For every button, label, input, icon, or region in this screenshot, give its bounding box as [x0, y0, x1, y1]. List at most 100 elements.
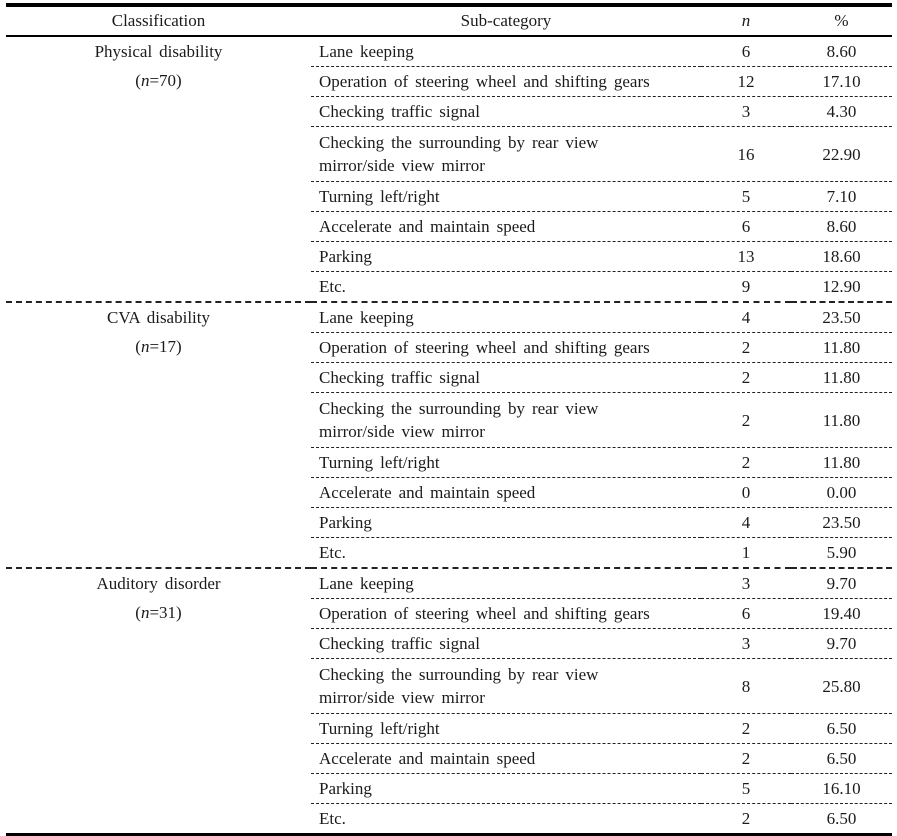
n-value-cell: 12 — [701, 66, 791, 97]
n-value-cell: 13 — [701, 241, 791, 272]
sub-category-cell: Etc. — [311, 537, 701, 568]
n-value-cell: 8 — [701, 658, 791, 714]
sub-category-cell: Operation of steering wheel and shifting… — [311, 598, 701, 629]
table-row: Parking 4 23.50 — [6, 507, 892, 538]
percent-value-cell: 19.40 — [791, 598, 892, 629]
n-symbol: n — [140, 603, 150, 622]
n-symbol: n — [140, 337, 150, 356]
classification-name: Auditory disorder — [96, 574, 221, 593]
classification-group: CVA disability (n=17) Lane keeping 4 23.50 Op… — [6, 301, 892, 568]
table-row: Checking traffic signal 2 11.80 — [6, 362, 892, 393]
n-value-cell: 2 — [701, 392, 791, 448]
n-value-cell: 2 — [701, 803, 791, 835]
n-value-cell: 1 — [701, 537, 791, 568]
table-row: Accelerate and maintain speed 0 0.00 — [6, 477, 892, 508]
percent-value-cell: 22.90 — [791, 126, 892, 182]
col-header-n: n — [701, 5, 791, 37]
header-row: Classification Sub-category n % — [6, 5, 892, 37]
percent-value-cell: 11.80 — [791, 392, 892, 448]
percent-value-cell: 11.80 — [791, 332, 892, 363]
n-value-cell: 3 — [701, 96, 791, 127]
table-row: Etc. 1 5.90 — [6, 537, 892, 568]
table-row: Turning left/right 2 11.80 — [6, 447, 892, 478]
sub-category-cell: Accelerate and maintain speed — [311, 477, 701, 508]
percent-value-cell: 23.50 — [791, 301, 892, 333]
n-value-cell: 0 — [701, 477, 791, 508]
n-value-cell: 3 — [701, 567, 791, 599]
sub-category-cell: Checking the surrounding by rear view mi… — [311, 126, 701, 182]
sub-category-cell: Etc. — [311, 271, 701, 302]
percent-value-cell: 12.90 — [791, 271, 892, 302]
table-row: Operation of steering wheel and shifting… — [6, 66, 892, 97]
sub-category-cell: Checking the surrounding by rear view mi… — [311, 392, 701, 448]
sub-category-cell: Turning left/right — [311, 713, 701, 744]
table-row: Checking the surrounding by rear view mi… — [6, 658, 892, 714]
table-row: Turning left/right 5 7.10 — [6, 181, 892, 212]
n-value-cell: 9 — [701, 271, 791, 302]
n-value-cell: 4 — [701, 507, 791, 538]
n-value-cell: 2 — [701, 447, 791, 478]
percent-value-cell: 6.50 — [791, 713, 892, 744]
col-header-percent: % — [791, 5, 892, 37]
sub-category-cell: Lane keeping — [311, 301, 701, 333]
n-value-cell: 5 — [701, 773, 791, 804]
percent-value-cell: 17.10 — [791, 66, 892, 97]
percent-value-cell: 8.60 — [791, 35, 892, 67]
sub-category-cell: Turning left/right — [311, 181, 701, 212]
percent-value-cell: 6.50 — [791, 803, 892, 835]
percent-value-cell: 18.60 — [791, 241, 892, 272]
table-header: Classification Sub-category n % — [6, 5, 892, 37]
sub-category-cell: Checking traffic signal — [311, 362, 701, 393]
sub-category-cell: Operation of steering wheel and shifting… — [311, 66, 701, 97]
sub-category-cell: Accelerate and maintain speed — [311, 743, 701, 774]
col-header-sub-category: Sub-category — [311, 5, 701, 37]
col-header-classification: Classification — [6, 5, 311, 37]
n-value-cell: 6 — [701, 598, 791, 629]
n-value-cell: 6 — [701, 35, 791, 67]
classification-name: CVA disability — [106, 308, 210, 327]
sub-category-cell: Checking traffic signal — [311, 628, 701, 659]
table-row: Checking traffic signal 3 4.30 — [6, 96, 892, 127]
sub-category-cell: Turning left/right — [311, 447, 701, 478]
table-row: Operation of steering wheel and shifting… — [6, 332, 892, 363]
classification-count: (n=17) — [135, 337, 182, 356]
percent-value-cell: 5.90 — [791, 537, 892, 568]
classification-group: Physical disability (n=70) Lane keeping 6 8.… — [6, 35, 892, 302]
table-row: Accelerate and maintain speed 2 6.50 — [6, 743, 892, 774]
sub-category-cell: Checking the surrounding by rear view mi… — [311, 658, 701, 714]
percent-value-cell: 9.70 — [791, 567, 892, 599]
percent-value-cell: 16.10 — [791, 773, 892, 804]
table-row: Accelerate and maintain speed 6 8.60 — [6, 211, 892, 242]
classification-cell: Auditory disorder (n=31) — [6, 567, 311, 835]
table-row: Parking 13 18.60 — [6, 241, 892, 272]
table-row: Etc. 9 12.90 — [6, 271, 892, 302]
table-row: Auditory disorder (n=31) Lane keeping 3 9.70 — [6, 567, 892, 835]
percent-value-cell: 0.00 — [791, 477, 892, 508]
n-value-cell: 16 — [701, 126, 791, 182]
n-value-cell: 3 — [701, 628, 791, 659]
percent-value-cell: 11.80 — [791, 362, 892, 393]
sub-category-cell: Etc. — [311, 803, 701, 835]
sub-category-cell: Parking — [311, 507, 701, 538]
n-value-cell: 6 — [701, 211, 791, 242]
sub-category-cell: Operation of steering wheel and shifting… — [311, 332, 701, 363]
percent-value-cell: 7.10 — [791, 181, 892, 212]
percent-value-cell: 23.50 — [791, 507, 892, 538]
table-row: Physical disability (n=70) Lane keeping 6 8.… — [6, 35, 892, 302]
table-row: Checking the surrounding by rear view mi… — [6, 392, 892, 448]
driving-difficulty-table: Classification Sub-category n % Physical… — [6, 3, 892, 836]
classification-cell: CVA disability (n=17) — [6, 301, 311, 568]
sub-category-cell: Parking — [311, 241, 701, 272]
classification-cell: Physical disability (n=70) — [6, 35, 311, 302]
classification-name: Physical disability — [94, 42, 223, 61]
n-symbol: n — [140, 71, 150, 90]
percent-value-cell: 11.80 — [791, 447, 892, 478]
percent-value-cell: 9.70 — [791, 628, 892, 659]
n-value-cell: 2 — [701, 713, 791, 744]
table-row: Operation of steering wheel and shifting… — [6, 598, 892, 629]
classification-count: (n=70) — [135, 71, 182, 90]
sub-category-cell: Lane keeping — [311, 35, 701, 67]
n-value-cell: 2 — [701, 362, 791, 393]
n-value-cell: 2 — [701, 332, 791, 363]
